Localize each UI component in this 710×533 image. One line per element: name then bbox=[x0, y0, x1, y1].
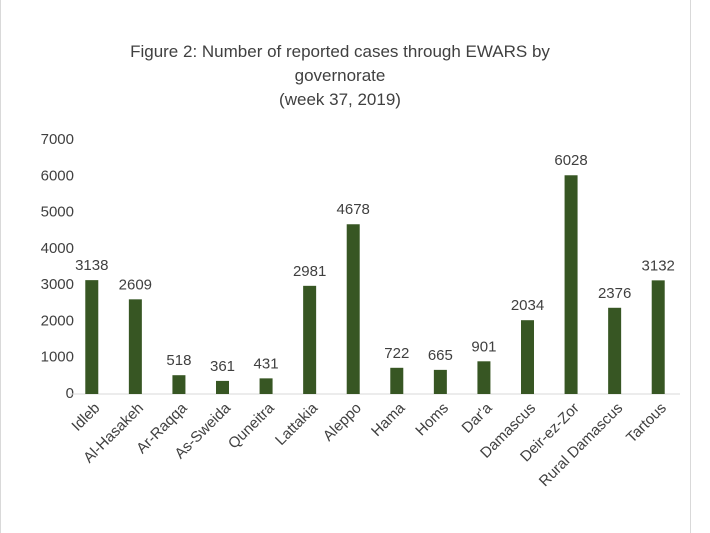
x-tick-label: Hama bbox=[368, 399, 409, 440]
bar bbox=[85, 280, 99, 394]
bar bbox=[477, 361, 491, 394]
y-tick-label: 5000 bbox=[41, 204, 74, 221]
chart-title: Figure 2: Number of reported cases throu… bbox=[130, 42, 550, 85]
y-tick-label: 1000 bbox=[41, 349, 74, 366]
bar bbox=[433, 369, 447, 394]
bar bbox=[216, 380, 229, 394]
data-label: 518 bbox=[166, 352, 191, 369]
data-label: 2981 bbox=[293, 263, 326, 280]
data-label: 901 bbox=[471, 338, 496, 355]
x-tick-label: Dar'a bbox=[459, 399, 497, 437]
bar bbox=[608, 307, 622, 394]
data-label: 2034 bbox=[511, 297, 544, 314]
chart-subtitle: (week 37, 2019) bbox=[279, 90, 401, 109]
bar bbox=[564, 175, 578, 394]
x-tick-label: Tartous bbox=[623, 400, 670, 447]
bar bbox=[651, 280, 665, 394]
x-tick-label: Idleb bbox=[68, 400, 103, 435]
data-label: 431 bbox=[254, 355, 279, 372]
x-tick-label: Quneitra bbox=[225, 399, 278, 452]
bar bbox=[172, 375, 186, 394]
data-label: 665 bbox=[428, 347, 453, 364]
y-tick-label: 2000 bbox=[41, 312, 74, 329]
x-tick-label: Lattakia bbox=[272, 399, 322, 449]
data-label: 2609 bbox=[119, 276, 152, 293]
y-tick-label: 3000 bbox=[41, 276, 74, 293]
chart-border bbox=[0, 0, 691, 533]
bar bbox=[346, 224, 360, 394]
data-label: 361 bbox=[210, 358, 235, 375]
y-tick-label: 6000 bbox=[41, 167, 74, 184]
data-label: 3132 bbox=[642, 257, 675, 274]
data-label: 3138 bbox=[75, 257, 108, 274]
bar bbox=[521, 320, 534, 394]
data-label: 722 bbox=[384, 345, 409, 362]
bar bbox=[390, 367, 404, 394]
bar bbox=[303, 285, 317, 394]
x-tick-label: Aleppo bbox=[320, 400, 365, 445]
y-tick-label: 0 bbox=[66, 385, 74, 402]
data-label: 6028 bbox=[554, 152, 587, 169]
bar bbox=[128, 299, 142, 394]
y-tick-label: 7000 bbox=[41, 131, 74, 148]
data-label: 4678 bbox=[337, 201, 370, 218]
y-tick-label: 4000 bbox=[41, 240, 74, 257]
data-label: 2376 bbox=[598, 285, 631, 302]
x-tick-label: Homs bbox=[412, 400, 452, 440]
bar bbox=[259, 378, 273, 394]
